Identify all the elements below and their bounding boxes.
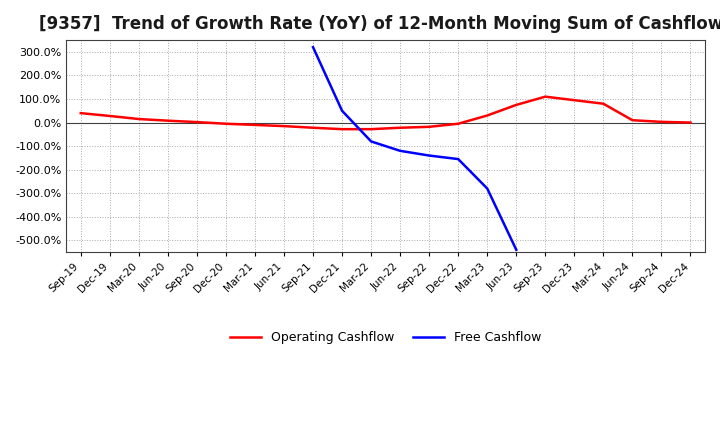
Free Cashflow	[454, 157, 462, 162]
Operating Cashflow	[541, 94, 549, 99]
Free Cashflow	[309, 44, 318, 50]
Free Cashflow	[425, 153, 433, 158]
Legend: Operating Cashflow, Free Cashflow: Operating Cashflow, Free Cashflow	[225, 326, 546, 349]
Operating Cashflow	[425, 124, 433, 129]
Free Cashflow	[483, 186, 492, 191]
Operating Cashflow	[76, 110, 85, 116]
Operating Cashflow	[686, 120, 695, 125]
Operating Cashflow	[105, 114, 114, 119]
Free Cashflow	[338, 108, 346, 114]
Free Cashflow	[512, 247, 521, 253]
Operating Cashflow	[366, 127, 375, 132]
Operating Cashflow	[163, 118, 172, 123]
Operating Cashflow	[454, 121, 462, 126]
Operating Cashflow	[279, 124, 288, 129]
Free Cashflow	[366, 139, 375, 144]
Operating Cashflow	[657, 119, 666, 125]
Operating Cashflow	[192, 119, 201, 125]
Free Cashflow	[396, 148, 405, 154]
Operating Cashflow	[570, 98, 579, 103]
Operating Cashflow	[338, 127, 346, 132]
Operating Cashflow	[512, 102, 521, 107]
Operating Cashflow	[222, 121, 230, 126]
Line: Free Cashflow: Free Cashflow	[313, 47, 516, 250]
Operating Cashflow	[396, 125, 405, 130]
Operating Cashflow	[483, 113, 492, 118]
Title: [9357]  Trend of Growth Rate (YoY) of 12-Month Moving Sum of Cashflows: [9357] Trend of Growth Rate (YoY) of 12-…	[39, 15, 720, 33]
Operating Cashflow	[309, 125, 318, 130]
Operating Cashflow	[135, 117, 143, 122]
Operating Cashflow	[628, 117, 636, 123]
Operating Cashflow	[599, 101, 608, 106]
Line: Operating Cashflow: Operating Cashflow	[81, 97, 690, 129]
Operating Cashflow	[251, 122, 259, 128]
